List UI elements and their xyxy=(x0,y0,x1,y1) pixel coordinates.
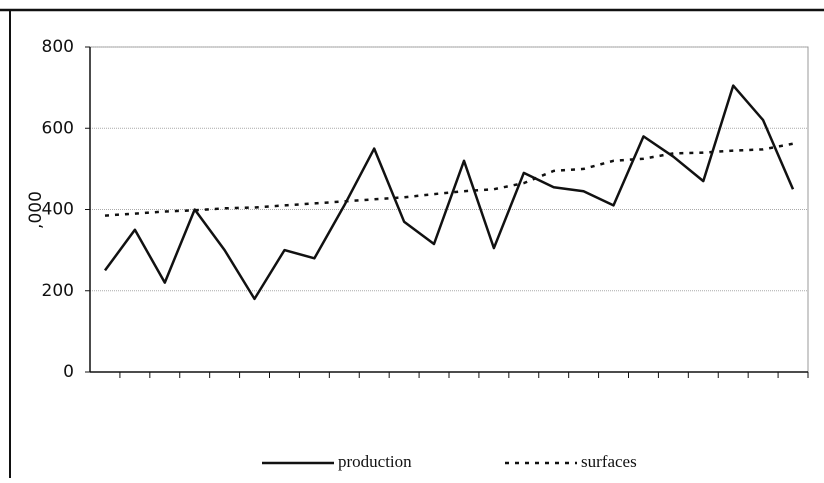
series-line xyxy=(103,84,795,301)
legend-label: production xyxy=(338,452,412,471)
y-tick-label: 400 xyxy=(42,200,74,220)
y-tick-label: 200 xyxy=(42,281,74,301)
legend-label: surfaces xyxy=(581,452,637,471)
y-axis-label: ,000 xyxy=(26,191,46,229)
y-tick-label: 800 xyxy=(42,37,74,57)
y-tick-label: 0 xyxy=(63,362,74,382)
y-tick-label: 600 xyxy=(42,118,74,138)
